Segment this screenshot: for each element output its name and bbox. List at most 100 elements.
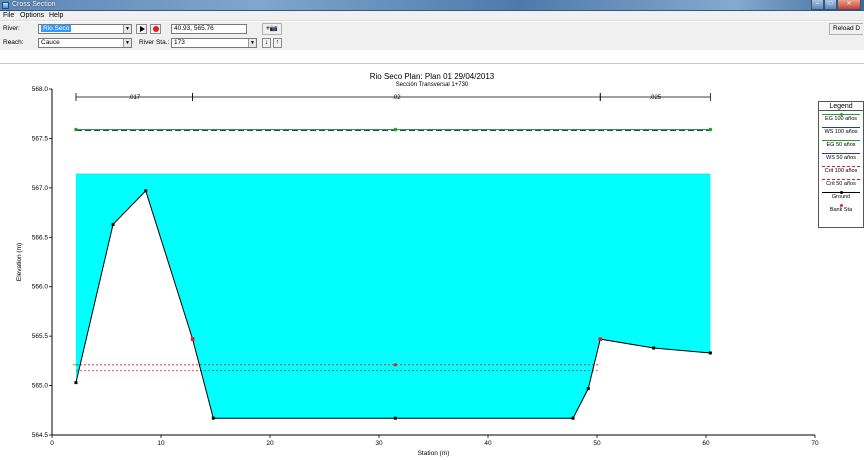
eg-100-point (708, 127, 713, 132)
x-tick-label: 50 (593, 440, 601, 447)
play-icon (140, 26, 145, 32)
reach-selected-value: Cauce (41, 39, 60, 46)
eg-100-point (74, 127, 78, 132)
legend-item: EG 50 años (819, 137, 863, 150)
mannings-label: .02 (392, 95, 401, 101)
river-label: River: (3, 25, 20, 32)
reach-label: Reach: (3, 39, 24, 46)
y-tick-label: 565.5 (32, 333, 49, 340)
y-axis-label: Elevation (m) (16, 243, 23, 281)
menu-bar: File Options Help (0, 11, 864, 21)
menu-options[interactable]: Options (20, 12, 45, 19)
ground-point (211, 416, 215, 420)
legend-swatch (822, 178, 860, 181)
arrow-up-icon: ↑ (275, 39, 280, 46)
mannings-label: .025 (649, 95, 661, 101)
record-icon (153, 26, 159, 32)
legend-swatch (822, 191, 860, 194)
add-camera-button[interactable]: +📷 (262, 23, 282, 35)
y-tick-label: 564.5 (32, 432, 49, 439)
y-tick-label: 565.0 (32, 383, 49, 390)
close-button[interactable]: ✕ (837, 0, 861, 10)
chevron-down-icon[interactable]: ▼ (123, 25, 131, 33)
arrow-down-icon: ↓ (264, 39, 269, 46)
ground-point (144, 189, 148, 193)
reach-toolbar: Reach: Cauce ▼ River Sta.: 173 ▼ ↓ ↑ (0, 36, 864, 50)
x-tick-label: 30 (375, 440, 383, 447)
legend-item: Crit 100 años (819, 163, 863, 176)
y-tick-label: 567.5 (32, 135, 49, 142)
bank-station-point (190, 337, 195, 341)
x-axis-label: Station (m) (418, 450, 450, 457)
chevron-down-icon[interactable]: ▼ (123, 39, 131, 47)
y-tick-label: 566.5 (32, 234, 49, 241)
river-select[interactable]: Rio Seco ▼ (38, 24, 132, 34)
y-tick-label: 567.0 (32, 185, 49, 192)
ground-point (74, 381, 78, 385)
legend-swatch (822, 139, 860, 142)
ground-point (586, 387, 590, 391)
water-fill (75, 174, 711, 419)
chart-title: Rio Seco Plan: Plan 01 29/04/2013 (369, 72, 495, 81)
river-station-value: 173 (174, 39, 185, 46)
play-animation-button[interactable] (136, 24, 147, 34)
window-controls: – □ ✕ (811, 0, 861, 10)
legend-swatch (822, 152, 860, 155)
title-bar: Cross Section – □ ✕ (0, 0, 864, 11)
record-button[interactable] (150, 24, 161, 34)
y-tick-label: 568.0 (32, 86, 49, 93)
legend-label: EG 100 años (824, 116, 858, 122)
x-tick-label: 0 (50, 440, 54, 447)
next-station-down-button[interactable]: ↓ (262, 38, 271, 48)
next-station-up-button[interactable]: ↑ (273, 38, 282, 48)
plus-icon: + (266, 25, 270, 32)
legend-label: EG 50 años (826, 142, 856, 148)
app-icon (2, 2, 9, 9)
legend-label: Crit 50 años (826, 181, 856, 187)
x-tick-label: 10 (157, 440, 165, 447)
plot-area[interactable]: Rio Seco Plan: Plan 01 29/04/2013 Secció… (0, 63, 864, 460)
river-station-label: River Sta.: (139, 39, 170, 46)
chart-subtitle: Sección Transversal 1+730 (395, 82, 469, 88)
legend-title: Legend (819, 102, 863, 111)
reload-data-button[interactable]: Reload D (829, 23, 864, 35)
x-tick-label: 70 (811, 440, 819, 447)
y-tick-label: 566.0 (32, 284, 49, 291)
ground-point (708, 351, 712, 355)
mannings-label: .017 (128, 95, 140, 101)
cursor-coordinates-field[interactable]: 40.93, 565.76 (171, 24, 247, 34)
ground-point (111, 222, 115, 226)
legend-item: EG 100 años (819, 111, 863, 124)
legend-label: Ground (831, 194, 851, 200)
chevron-down-icon[interactable]: ▼ (248, 39, 256, 47)
legend-swatch (822, 126, 860, 129)
cross-section-chart[interactable]: 564.5 565.0 565.5 566.0 566.5 567.0 567.5 568.0… (0, 64, 864, 460)
legend-label: Crit 100 años (824, 168, 858, 174)
legend-item: Crit 50 años (819, 176, 863, 189)
x-tick-label: 40 (484, 440, 492, 447)
ground-point (652, 346, 656, 350)
x-tick-label: 60 (702, 440, 710, 447)
legend-label: WS 50 años (826, 155, 856, 161)
reach-select[interactable]: Cauce ▼ (38, 38, 132, 48)
bank-station-point (598, 337, 603, 341)
maximize-button[interactable]: □ (824, 0, 837, 10)
ground-point (571, 416, 575, 420)
legend-item: WS 100 años (819, 124, 863, 137)
legend-label: Bank Sta (829, 207, 853, 213)
eg-100-point (393, 127, 398, 132)
legend-label: WS 100 años (824, 129, 858, 135)
legend-item: WS 50 años (819, 150, 863, 163)
legend-swatch (822, 204, 860, 207)
legend-item: Ground (819, 189, 863, 202)
minimize-button[interactable]: – (811, 0, 824, 10)
river-station-select[interactable]: 173 ▼ (171, 38, 257, 48)
legend: Legend EG 100 años WS 100 años EG 50 años W… (818, 101, 864, 228)
menu-file[interactable]: File (3, 12, 15, 19)
x-tick-label: 20 (266, 440, 274, 447)
legend-swatch (822, 165, 860, 168)
menu-help[interactable]: Help (49, 12, 64, 19)
river-toolbar: River: Rio Seco ▼ 40.93, 565.76 +📷 Reloa… (0, 22, 864, 36)
ground-point (393, 416, 397, 420)
crit-100-point (393, 363, 397, 367)
